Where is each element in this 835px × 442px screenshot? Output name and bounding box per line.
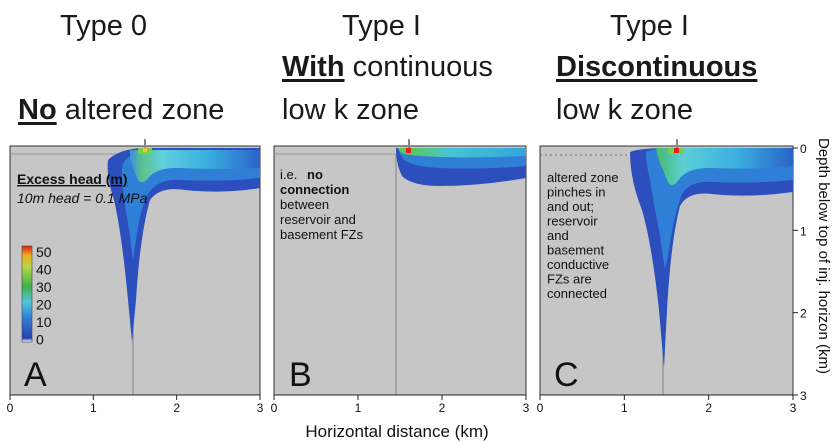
heading-a-rest: altered zone bbox=[56, 94, 225, 126]
x-tick-label: 2 bbox=[705, 401, 712, 415]
heading-c-line2: Discontinuous bbox=[556, 53, 757, 82]
legend-title: Excess head (m) bbox=[17, 171, 128, 187]
panel-c-note-line: and out; bbox=[547, 199, 594, 214]
panel-b-note-line3: between bbox=[280, 197, 329, 212]
panel-a: Excess head (m) 10m head = 0.1 MPa 50 403… bbox=[9, 139, 261, 396]
panel-c-note-line: basement bbox=[547, 243, 604, 258]
panel-a-plume-mid bbox=[121, 150, 260, 260]
x-tick-label: 1 bbox=[90, 401, 97, 415]
heading-b-emphasis: With bbox=[282, 51, 345, 83]
panel-c-note-line: connected bbox=[547, 286, 607, 301]
x-tick-label: 2 bbox=[173, 401, 180, 415]
panel-b-letter: B bbox=[289, 356, 312, 394]
panel-c-plume-mid bbox=[646, 148, 793, 270]
x-tick-label: 2 bbox=[439, 401, 446, 415]
legend-tick-label: 30 bbox=[36, 279, 52, 295]
x-axis-label: Horizontal distance (km) bbox=[305, 422, 488, 441]
panel-b-note-line1: i.e. bbox=[280, 167, 297, 182]
heading-a-emphasis: No bbox=[18, 94, 57, 126]
panel-b-note-line5: basement FZs bbox=[280, 227, 364, 242]
heading-a-line2: No altered zone bbox=[18, 96, 224, 125]
panel-a-letter: A bbox=[24, 356, 47, 394]
panel-c-hot-core bbox=[674, 148, 679, 153]
heading-a-line1: Type 0 bbox=[60, 10, 148, 42]
x-tick-label: 1 bbox=[621, 401, 628, 415]
y-tick-label: 2 bbox=[800, 307, 807, 321]
x-tick-label: 0 bbox=[537, 401, 544, 415]
heading-c-line1: Type I bbox=[610, 10, 689, 42]
panel-c-note-line: altered zone bbox=[547, 170, 619, 185]
panel-b: i.e. no connection between reservoir and… bbox=[273, 139, 527, 396]
y-tick-label: 3 bbox=[800, 389, 807, 403]
panel-c-letter: C bbox=[554, 356, 579, 394]
x-tick-label: 0 bbox=[271, 401, 278, 415]
x-tick-label: 3 bbox=[790, 401, 797, 415]
heading-c-emphasis: Discontinuous bbox=[556, 51, 758, 83]
legend-tick-label: 10 bbox=[36, 314, 52, 330]
y-tick-label: 0 bbox=[800, 142, 807, 156]
panel-c-plume-light bbox=[656, 148, 793, 186]
heading-b-line3: low k zone bbox=[282, 94, 420, 126]
legend-tick-label: 20 bbox=[36, 297, 52, 313]
heading-b-rest: continuous bbox=[344, 51, 493, 83]
y-axis-label: Depth below top of inj. horizon (km) bbox=[815, 138, 832, 374]
legend-colorbar bbox=[21, 245, 33, 343]
panel-b-hot-core bbox=[406, 148, 411, 153]
heading-c-line3: low k zone bbox=[556, 94, 694, 126]
legend-tick-label: 50 bbox=[36, 244, 52, 260]
panel-c-note-line: conductive bbox=[547, 257, 609, 272]
panel-b-note-bold2: connection bbox=[280, 182, 349, 197]
panel-b-plume-light bbox=[398, 148, 526, 158]
heading-b-line1: Type I bbox=[342, 10, 421, 42]
legend-tick-label: 40 bbox=[36, 262, 52, 278]
x-tick-label: 0 bbox=[7, 401, 14, 415]
panel-a-hot-core bbox=[143, 148, 147, 152]
x-tick-label: 3 bbox=[257, 401, 264, 415]
legend-tick-label: 0 bbox=[36, 332, 44, 348]
panel-c-note-line: and bbox=[547, 228, 569, 243]
y-tick-label: 1 bbox=[800, 224, 807, 238]
panel-c-note-line: pinches in bbox=[547, 185, 606, 200]
heading-b-line2: With continuous bbox=[282, 53, 493, 82]
panel-b-note-bold1: no bbox=[307, 167, 323, 182]
legend-subtitle: 10m head = 0.1 MPa bbox=[17, 190, 148, 206]
panel-b-note: i.e. no connection between reservoir and… bbox=[280, 167, 364, 242]
x-tick-label: 1 bbox=[355, 401, 362, 415]
panel-a-plume-light bbox=[130, 150, 260, 183]
panel-c-note-line: reservoir bbox=[547, 214, 598, 229]
panel-c-note-line: FZs are bbox=[547, 272, 592, 287]
y-axis: 0 1 2 3 bbox=[793, 142, 807, 403]
panel-b-background bbox=[273, 145, 527, 396]
panel-b-note-line4: reservoir and bbox=[280, 212, 356, 227]
x-tick-label: 3 bbox=[523, 401, 530, 415]
